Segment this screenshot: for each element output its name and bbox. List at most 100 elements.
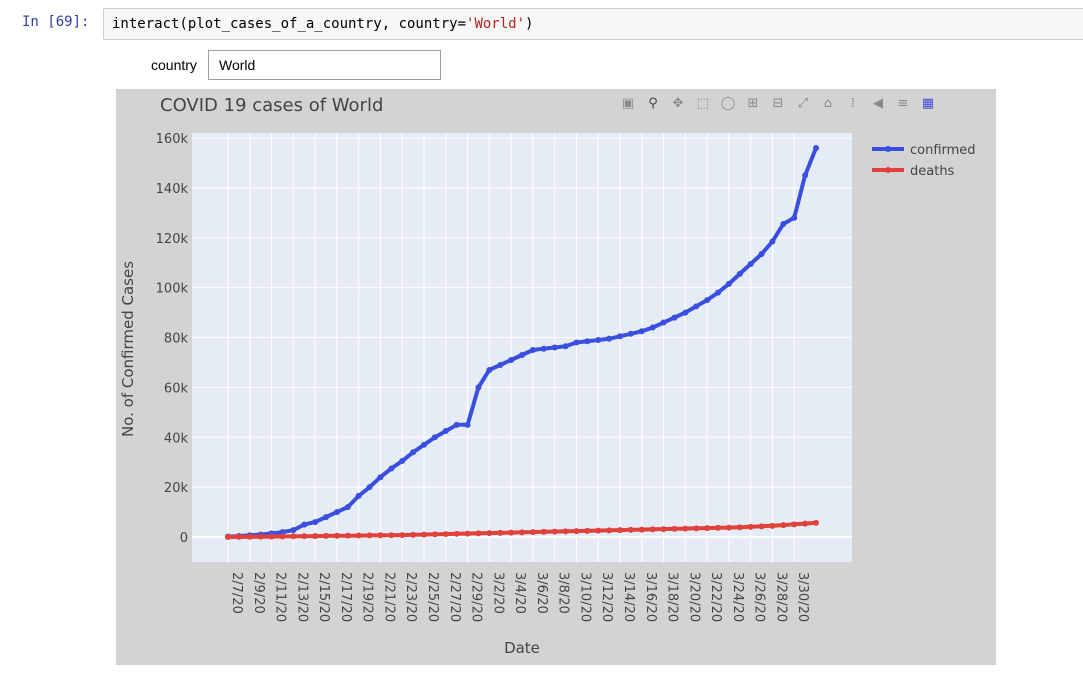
x-tick-label: 2/19/20 xyxy=(360,572,375,622)
box-select-icon[interactable]: ⬚ xyxy=(696,95,710,111)
plot-toolbar: ▣ ⚲ ✥ ⬚ ◯ ⊞ ⊟ ⤢ ⌂ ⁞ ◀ ≡ ▦ xyxy=(619,93,937,113)
data-point-deaths xyxy=(486,530,493,537)
data-point-confirmed xyxy=(377,474,384,481)
data-point-deaths xyxy=(268,533,275,540)
legend-label-deaths: deaths xyxy=(910,164,955,179)
x-tick-label: 3/20/20 xyxy=(686,572,701,622)
data-point-confirmed xyxy=(573,339,580,346)
data-point-deaths xyxy=(366,532,373,539)
data-point-confirmed xyxy=(704,297,711,304)
y-tick-label: 60k xyxy=(164,381,189,396)
data-point-deaths xyxy=(660,526,667,533)
data-point-confirmed xyxy=(638,328,645,335)
country-input[interactable] xyxy=(208,50,441,80)
data-point-confirmed xyxy=(333,509,340,516)
country-label: country xyxy=(151,57,197,73)
data-point-deaths xyxy=(595,527,602,534)
data-point-deaths xyxy=(704,525,711,532)
data-point-confirmed xyxy=(388,465,395,472)
y-tick-label: 100k xyxy=(156,282,189,297)
data-point-confirmed xyxy=(769,238,776,245)
data-point-confirmed xyxy=(736,270,743,277)
data-point-confirmed xyxy=(301,521,308,528)
lasso-select-icon[interactable]: ◯ xyxy=(720,95,736,111)
data-point-confirmed xyxy=(562,343,569,350)
data-point-confirmed xyxy=(671,314,678,321)
data-point-deaths xyxy=(377,532,384,539)
x-tick-label: 3/12/20 xyxy=(599,572,614,622)
x-tick-label: 3/6/20 xyxy=(534,572,549,614)
data-point-confirmed xyxy=(551,344,558,351)
reset-axes-icon[interactable]: ⌂ xyxy=(823,95,833,111)
hover-compare-icon[interactable]: ≡ xyxy=(897,95,909,111)
code-string: 'World' xyxy=(466,16,526,32)
data-point-confirmed xyxy=(802,172,809,179)
data-point-deaths xyxy=(649,526,656,533)
data-point-confirmed xyxy=(725,280,732,287)
data-point-confirmed xyxy=(410,449,417,456)
x-tick-label: 3/28/20 xyxy=(773,572,788,622)
pan-icon[interactable]: ✥ xyxy=(672,95,684,111)
cell-prompt: In [69]: xyxy=(22,14,90,30)
x-tick-label: 2/9/20 xyxy=(251,572,266,614)
data-point-deaths xyxy=(497,529,504,536)
x-tick-label: 3/16/20 xyxy=(643,572,658,622)
data-point-confirmed xyxy=(540,345,547,352)
line-chart[interactable]: 0 20k 40k 60k 80k 100k 120k 140k 160k 2/7/20 2/9/2… xyxy=(116,89,996,665)
data-point-confirmed xyxy=(486,366,493,373)
data-point-deaths xyxy=(627,526,634,533)
data-point-confirmed xyxy=(627,330,634,337)
data-point-deaths xyxy=(312,533,319,540)
code-cell[interactable]: interact(plot_cases_of_a_country, countr… xyxy=(103,8,1083,40)
data-point-confirmed xyxy=(649,324,656,331)
data-point-deaths xyxy=(388,532,395,539)
spike-lines-icon[interactable]: ⁞ xyxy=(850,95,856,111)
hover-closest-icon[interactable]: ◀ xyxy=(873,95,883,111)
data-point-confirmed xyxy=(464,421,471,428)
data-point-confirmed xyxy=(290,527,297,534)
x-tick-label: 3/2/20 xyxy=(490,572,505,614)
legend-label-confirmed: confirmed xyxy=(910,143,976,158)
data-point-confirmed xyxy=(323,514,329,521)
x-tick-label: 2/23/20 xyxy=(403,572,418,622)
data-point-deaths xyxy=(257,533,264,540)
x-axis-title: Date xyxy=(504,639,540,657)
data-point-deaths xyxy=(715,524,721,531)
data-point-deaths xyxy=(399,532,406,539)
data-point-deaths xyxy=(421,531,427,538)
data-point-confirmed xyxy=(682,309,689,316)
data-point-confirmed xyxy=(366,484,373,491)
data-point-deaths xyxy=(410,531,417,538)
zoom-in-icon[interactable]: ⊞ xyxy=(747,95,759,111)
data-point-deaths xyxy=(442,531,449,538)
x-tick-label: 3/4/20 xyxy=(512,572,527,614)
x-tick-label: 2/25/20 xyxy=(425,572,440,622)
x-tick-label: 3/26/20 xyxy=(752,572,767,622)
data-point-confirmed xyxy=(617,333,623,340)
x-tick-label: 2/11/20 xyxy=(273,572,288,622)
data-point-deaths xyxy=(791,521,798,528)
data-point-confirmed xyxy=(780,221,787,228)
camera-icon[interactable]: ▣ xyxy=(621,95,635,111)
zoom-icon[interactable]: ⚲ xyxy=(648,95,658,111)
data-point-confirmed xyxy=(279,529,286,536)
data-point-deaths xyxy=(475,530,482,537)
data-point-deaths xyxy=(344,532,351,539)
data-point-deaths xyxy=(780,522,787,529)
data-point-deaths xyxy=(431,531,438,538)
data-point-deaths xyxy=(333,532,340,539)
data-point-deaths xyxy=(290,533,297,540)
data-point-confirmed xyxy=(453,421,460,428)
data-point-deaths xyxy=(562,528,569,535)
data-point-confirmed xyxy=(312,519,319,526)
x-tick-label: 3/8/20 xyxy=(556,572,571,614)
autoscale-icon[interactable]: ⤢ xyxy=(797,95,809,111)
x-tick-label: 2/13/20 xyxy=(294,572,309,622)
plot-area xyxy=(192,133,852,562)
data-point-confirmed xyxy=(606,335,613,342)
data-point-deaths xyxy=(617,527,623,534)
plotly-logo-icon[interactable]: ▦ xyxy=(921,95,935,111)
data-point-deaths xyxy=(725,524,732,531)
zoom-out-icon[interactable]: ⊟ xyxy=(772,95,784,111)
x-tick-label: 2/7/20 xyxy=(229,572,244,614)
